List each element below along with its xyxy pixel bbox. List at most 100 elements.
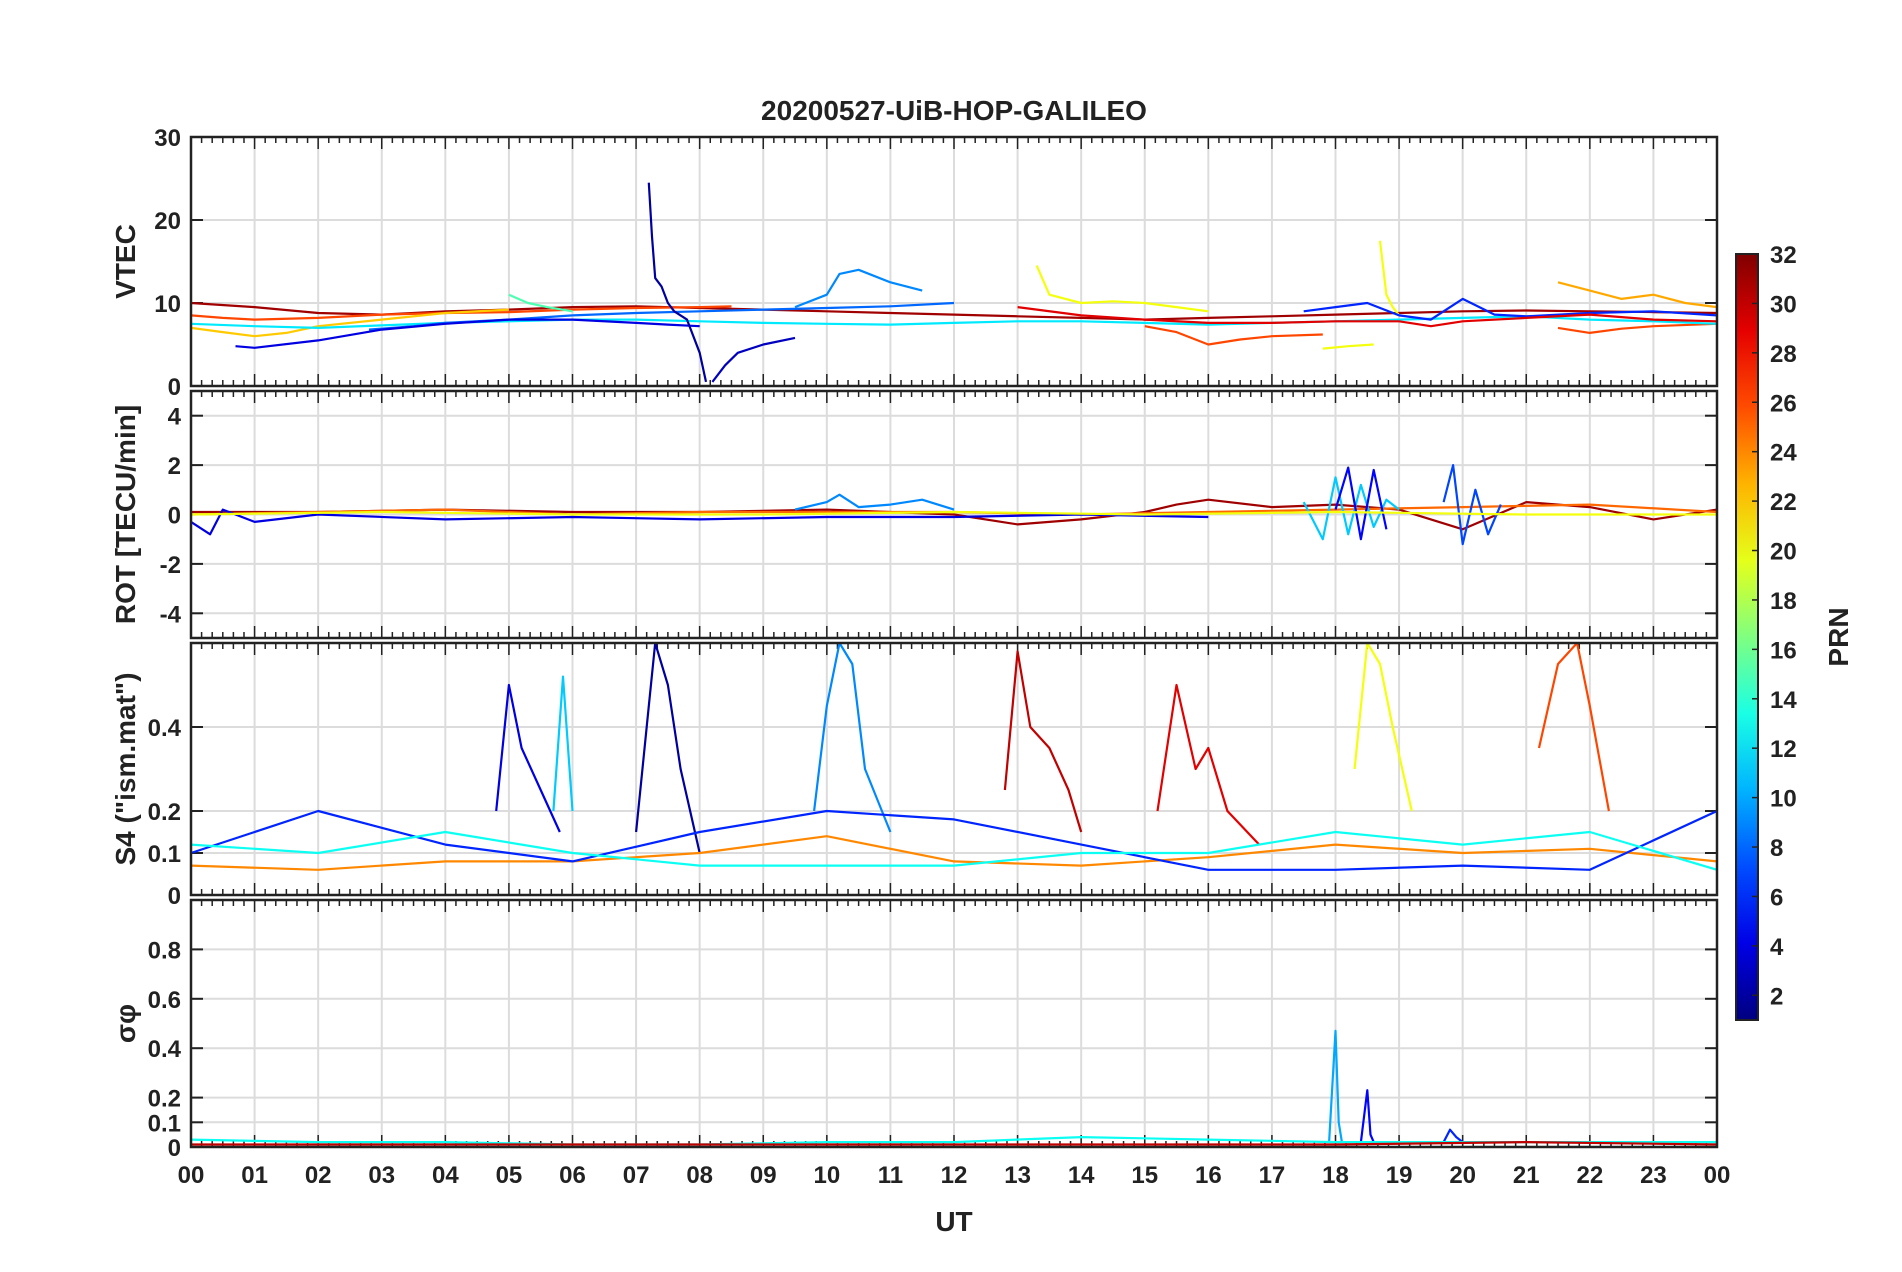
colorbar-tick-label: 6 — [1770, 884, 1783, 911]
y-tick-label: -2 — [160, 552, 181, 579]
series-line-prn-24 — [191, 835, 1717, 871]
x-tick-label: 10 — [813, 1162, 840, 1189]
colorbar-tick-label: 18 — [1770, 588, 1797, 615]
series-line-prn-2 — [635, 643, 701, 854]
series-line-prn-15 — [508, 293, 573, 313]
series-line-prn-2 — [647, 182, 708, 383]
x-tick-label: 08 — [686, 1162, 713, 1189]
colorbar-gradient — [1735, 253, 1759, 1021]
y-tick-label: 0.2 — [148, 1086, 181, 1113]
series-line-prn-11 — [552, 675, 574, 812]
x-tick-label: 02 — [305, 1162, 332, 1189]
panel-vtec: 0 10 20 30 VTEC — [110, 125, 1719, 401]
chart-title: 20200527-UiB-HOP-GALILEO — [761, 95, 1147, 126]
y-tick-label: 0.6 — [148, 987, 181, 1014]
colorbar-label: PRN — [1823, 607, 1854, 666]
y-tick-label: 30 — [154, 125, 181, 152]
panel-s4: 0 0.1 0.2 0.4 S4 ("ism.mat") — [110, 641, 1719, 910]
x-tick-label: 04 — [432, 1162, 459, 1189]
y-tick-label: 20 — [154, 208, 181, 235]
series-line-prn-23 — [1557, 281, 1717, 309]
series-line-prn-20 — [1322, 343, 1374, 350]
y-tick-label: 0 — [168, 503, 181, 530]
series-line-prn-30 — [191, 1140, 1717, 1146]
series-line-prn-20 — [191, 510, 1717, 516]
y-tick-label: -4 — [160, 601, 182, 628]
x-tick-label: 01 — [241, 1162, 268, 1189]
x-tick-label: 00 — [1704, 1162, 1731, 1189]
series-line-prn-26 — [1557, 322, 1717, 334]
y-tick-label: 10 — [154, 291, 181, 318]
x-tick-label: 21 — [1513, 1162, 1540, 1189]
x-tick-label: 20 — [1449, 1162, 1476, 1189]
series-line-prn-13 — [191, 830, 1717, 871]
y-tick-label: 0 — [168, 1135, 181, 1162]
y-tick-label: 0.1 — [148, 1110, 181, 1137]
series-line-prn-3 — [711, 336, 796, 383]
y-tick-label: 0.4 — [148, 715, 182, 742]
series-line-prn-29 — [1156, 683, 1260, 846]
x-tick-label: 19 — [1386, 1162, 1413, 1189]
panel-sigma-ylabel: σφ — [110, 1004, 141, 1043]
colorbar-tick-label: 10 — [1770, 786, 1797, 813]
series-line-prn-22 — [191, 308, 509, 338]
colorbar-tick-label: 20 — [1770, 539, 1797, 566]
panel-rot: -4 -2 0 2 4 ROT [TECU/min] — [110, 389, 1719, 640]
series-line-prn-5 — [1334, 466, 1388, 541]
panel-s4-series — [191, 643, 1717, 871]
x-tick-label: 17 — [1259, 1162, 1286, 1189]
y-tick-label: 0.4 — [148, 1036, 182, 1063]
series-line-prn-7 — [1442, 464, 1502, 546]
series-line-prn-26 — [1537, 643, 1610, 812]
y-tick-label: 0.8 — [148, 937, 181, 964]
panel-sigma: 00.10.2 0.4 0.6 0.8 σφ — [110, 898, 1719, 1162]
series-line-prn-20 — [1353, 643, 1413, 812]
y-tick-label: 0.1 — [148, 841, 181, 868]
x-tick-label: 06 — [559, 1162, 586, 1189]
x-tick-label: 05 — [496, 1162, 523, 1189]
panel-sigma-series — [191, 1029, 1717, 1146]
panel-vtec-ylabel: VTEC — [110, 224, 141, 299]
x-tick-label: 22 — [1576, 1162, 1603, 1189]
series-line-prn-4 — [235, 318, 700, 349]
panel-rot-frame — [189, 389, 1719, 640]
y-tick-label: 0.2 — [148, 799, 181, 826]
colorbar-tick-label: 14 — [1770, 687, 1797, 714]
colorbar-tick-label: 28 — [1770, 341, 1797, 368]
y-tick-label: 2 — [168, 453, 181, 480]
series-line-prn-30 — [1003, 650, 1083, 833]
colorbar-tick-label: 16 — [1770, 637, 1797, 664]
x-tick-label: 03 — [368, 1162, 395, 1189]
colorbar-tick-label: 12 — [1770, 736, 1797, 763]
colorbar-tick-label: 30 — [1770, 291, 1797, 318]
series-line-prn-29 — [1017, 306, 1717, 328]
panel-rot-series — [191, 464, 1717, 546]
colorbar-tick-label: 8 — [1770, 835, 1783, 862]
x-tick-label: 16 — [1195, 1162, 1222, 1189]
y-tick-label: 4 — [168, 404, 182, 431]
colorbar-tick-label: 26 — [1770, 390, 1797, 417]
series-line-prn-9 — [794, 268, 923, 309]
colorbar-tick-label: 24 — [1770, 440, 1797, 467]
panel-s4-frame — [189, 641, 1719, 897]
series-line-prn-6 — [1442, 1128, 1464, 1143]
series-line-prn-6 — [191, 809, 1717, 871]
x-axis-label: UT — [935, 1206, 972, 1237]
series-line-prn-31 — [191, 301, 1717, 321]
x-tick-label: 00 — [178, 1162, 205, 1189]
x-tick-label: 15 — [1131, 1162, 1158, 1189]
panel-rot-ylabel: ROT [TECU/min] — [110, 405, 141, 624]
x-tick-label: 18 — [1322, 1162, 1349, 1189]
colorbar-tick-label: 2 — [1770, 983, 1783, 1010]
x-tick-label: 12 — [941, 1162, 968, 1189]
x-tick-label: 14 — [1068, 1162, 1095, 1189]
series-line-prn-9 — [813, 643, 892, 833]
series-line-prn-9 — [794, 493, 955, 511]
series-line-prn-4 — [495, 683, 561, 833]
panel-vtec-series — [191, 182, 1717, 383]
y-tick-label: 0 — [168, 374, 181, 401]
x-tick-label: 23 — [1640, 1162, 1667, 1189]
series-line-prn-10 — [1328, 1029, 1343, 1143]
